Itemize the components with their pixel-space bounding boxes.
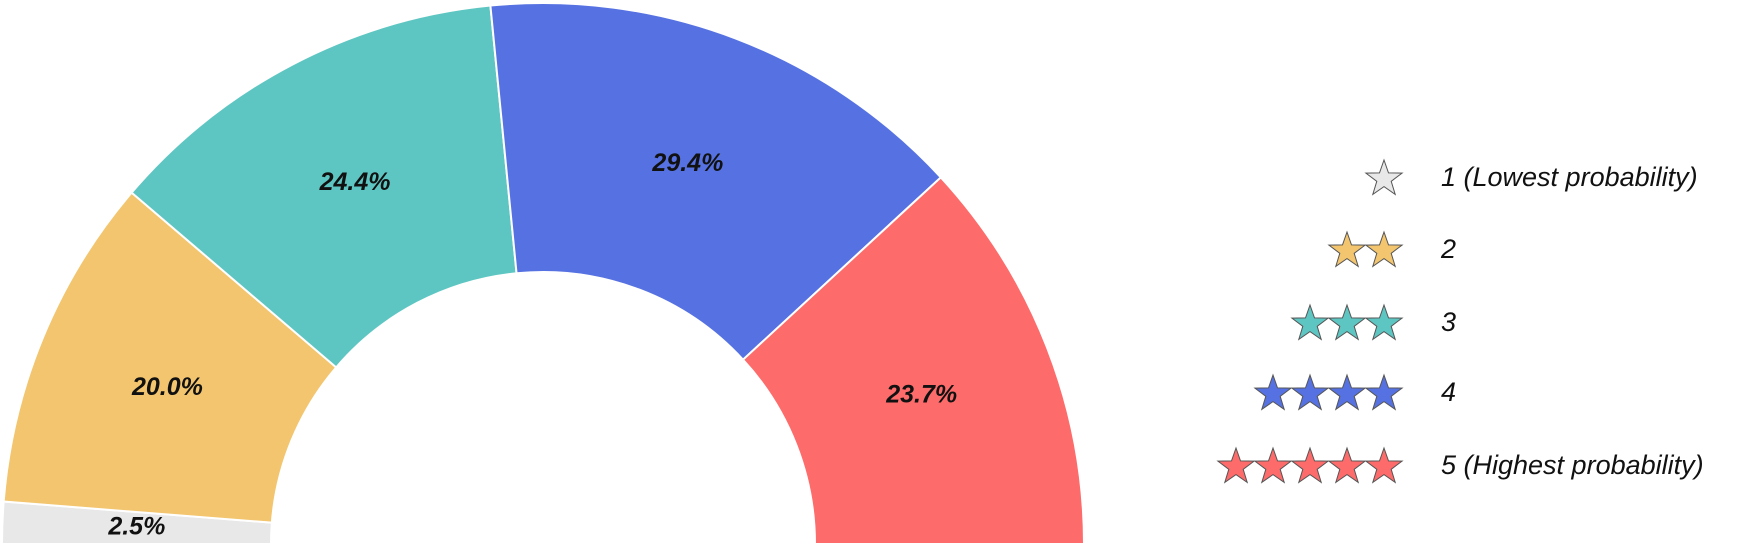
legend-star: [1290, 303, 1330, 341]
legend-star: [1364, 373, 1404, 411]
legend-star: [1364, 158, 1404, 196]
value-label: 24.4%: [319, 168, 391, 196]
legend-label: 1 (Lowest probability): [1441, 162, 1698, 192]
legend-star: [1327, 373, 1367, 411]
legend-star: [1327, 230, 1367, 268]
slice: [2, 191, 338, 524]
legend-star: [1364, 230, 1404, 268]
legend-star: [1290, 446, 1330, 484]
legend-star: [1253, 373, 1293, 411]
legend-star: [1364, 303, 1404, 341]
legend-label: 4: [1441, 377, 1456, 407]
slice: [489, 2, 943, 362]
legend-star: [1327, 303, 1367, 341]
legend-label: 3: [1441, 307, 1456, 337]
value-label: 23.7%: [885, 381, 957, 409]
legend-star: [1327, 446, 1367, 484]
legend-label: 2: [1440, 234, 1456, 264]
value-label: 2.5%: [107, 513, 165, 541]
slice: [130, 4, 518, 369]
legend-label: 5 (Highest probability): [1441, 450, 1704, 480]
value-label: 29.4%: [651, 149, 723, 177]
legend-star: [1364, 446, 1404, 484]
slice: [741, 175, 1086, 545]
legend-star: [1216, 446, 1256, 484]
legend-star: [1253, 446, 1293, 484]
value-label: 20.0%: [131, 373, 203, 401]
legend-star: [1290, 373, 1330, 411]
